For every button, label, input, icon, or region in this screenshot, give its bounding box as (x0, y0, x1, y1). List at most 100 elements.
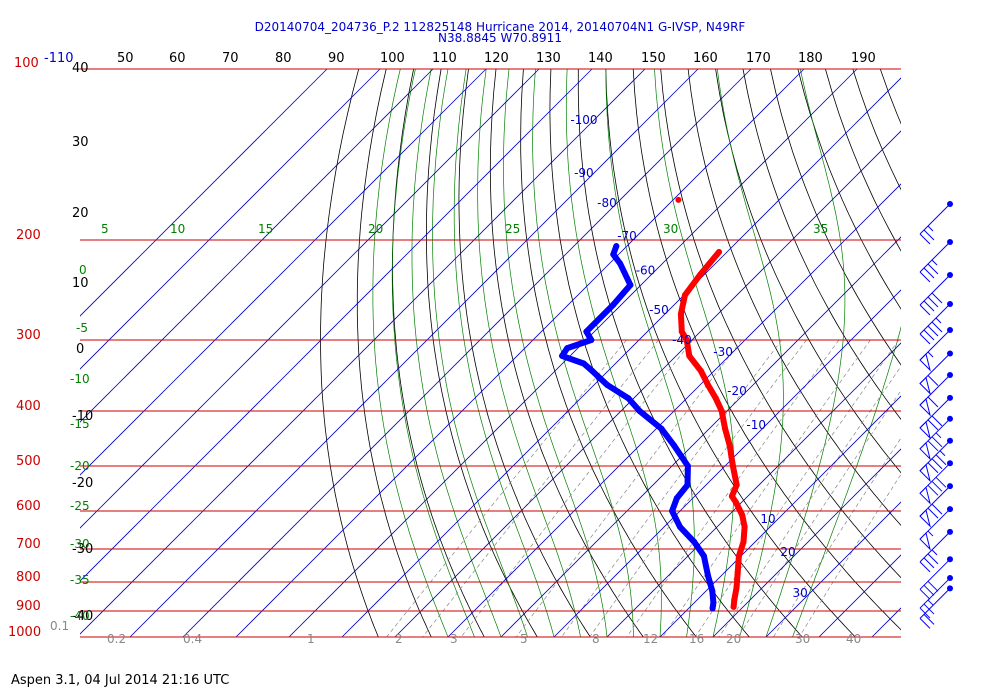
isolated-temperature-point (675, 196, 682, 203)
mixing-ratio-label: 3 (450, 632, 458, 646)
pressure-tick-label: 100 (14, 56, 39, 71)
mixing-ratio-label: 1 (307, 632, 315, 646)
temperature-point (741, 523, 748, 530)
temperature-point (712, 395, 719, 402)
wind-barb-full-flag (931, 292, 943, 304)
temperature-point (697, 271, 704, 278)
wind-barb (919, 506, 953, 551)
dewpoint-point (625, 395, 632, 402)
isotherm-line (288, 68, 858, 638)
top-scale-label: 110 (432, 51, 457, 66)
wind-barb-half-flag (927, 351, 934, 358)
top-scale-label: -110 (44, 51, 74, 66)
mixing-ratio-line (662, 339, 871, 638)
mixing-ratio-label: 0.2 (107, 632, 126, 646)
isotherm-line (235, 68, 805, 638)
mixing-ratio-label: 8 (592, 632, 600, 646)
dewpoint-point (613, 243, 620, 250)
dry-adiabat-line (963, 69, 1000, 637)
dewpoint-point (677, 523, 683, 530)
wind-barb-full-flag (923, 614, 935, 625)
wind-barb (919, 301, 953, 345)
dry-adiabat-line (458, 68, 591, 638)
left-moist-label: 0 (79, 263, 87, 277)
isotherm-label: -50 (649, 303, 669, 317)
dewpoint-point (559, 352, 566, 359)
top-scale-label: 50 (117, 51, 134, 66)
wind-barb-full-flag (927, 263, 939, 275)
wind-barb-full-flag (931, 503, 943, 515)
dewpoint-point (617, 260, 624, 267)
height-label: 10 (72, 276, 89, 291)
isotherm-line (500, 236, 901, 638)
isotherm-line (447, 183, 901, 638)
wind-barb-full-flag (931, 321, 943, 333)
wind-barb-full-flag (935, 454, 947, 466)
isotherm-line (80, 68, 434, 423)
wind-barbs (919, 200, 953, 629)
wind-barb-full-flag (927, 462, 939, 474)
left-moist-label: -5 (76, 321, 88, 335)
moist-adiabat-line (605, 69, 695, 638)
wind-barb (919, 528, 953, 573)
moist-adiabat-line (477, 68, 581, 638)
dewpoint-point (673, 495, 680, 502)
temperature-point (733, 482, 740, 488)
temperature-point (726, 442, 733, 449)
dry-adiabat-line (715, 68, 901, 474)
wind-barb-full-flag (919, 333, 931, 345)
wind-barb (919, 556, 953, 600)
wind-barb-pennant (919, 353, 931, 372)
left-moist-label: -40 (70, 609, 90, 623)
wind-barb-pennant (919, 509, 931, 528)
isotherm-label: -40 (672, 333, 692, 347)
dewpoint-point (564, 345, 571, 352)
temperature-point (730, 603, 737, 610)
wind-barb-half-flag (935, 432, 942, 439)
isotherm-label: 10 (760, 512, 775, 526)
mixing-ratio-line (460, 339, 694, 638)
dry-adiabat-line (797, 68, 901, 310)
wind-barb-full-flag (919, 561, 931, 573)
wind-barb-staff (919, 531, 951, 563)
top-scale-label: 140 (588, 51, 613, 66)
top-scale-label: 170 (746, 51, 771, 66)
wind-barb (919, 371, 953, 417)
dewpoint-point (669, 508, 676, 514)
wind-barb-full-flag (919, 233, 931, 245)
dry-adiabat-line (392, 68, 485, 638)
footer-text: Aspen 3.1, 04 Jul 2014 21:16 UTC (11, 673, 230, 688)
temperature-point (731, 596, 738, 603)
isotherm-line (818, 554, 901, 638)
top-scale-label: 150 (641, 51, 666, 66)
wind-barb (919, 575, 953, 619)
chart-title-line-2: N38.8845 W70.8911 (438, 31, 562, 45)
wind-barb-staff (919, 241, 951, 273)
wind-barb-full-flag (919, 588, 931, 600)
wind-barb-half-flag (927, 225, 934, 232)
wind-barb-staff (919, 577, 951, 609)
height-label: 20 (72, 206, 89, 221)
wind-barb (919, 327, 953, 372)
wind-barb-full-flag (923, 557, 935, 569)
isotherm-line (341, 77, 901, 638)
wind-barb-full-flag (927, 580, 939, 592)
isotherm-line (712, 448, 901, 638)
temperature-point (718, 408, 725, 414)
wind-barb-full-flag (919, 618, 931, 629)
moist-adiabat-line (765, 68, 846, 638)
wind-barb-staff (919, 303, 951, 335)
isotherm-line (80, 68, 593, 582)
dry-adiabat-line (990, 69, 1000, 637)
isotherm-line (80, 68, 381, 370)
wind-barb-full-flag (927, 375, 939, 386)
top-scale-label: 80 (275, 51, 292, 66)
moist-adiabat-label: 35 (813, 222, 828, 236)
wind-barb-staff (919, 558, 951, 590)
dry-adiabat-line (520, 68, 697, 638)
dry-adiabat-line (879, 68, 901, 125)
height-label: 40 (72, 61, 89, 76)
dewpoint-point (705, 572, 711, 579)
wind-barb-full-flag (927, 419, 939, 431)
